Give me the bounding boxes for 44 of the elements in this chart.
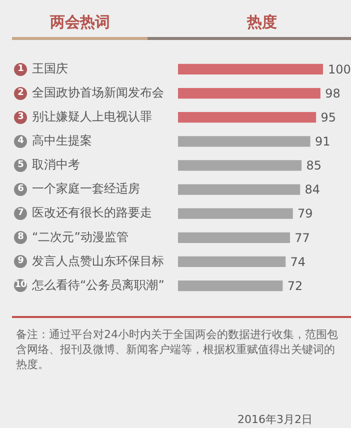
bar: [178, 112, 316, 123]
y-tick-label: 高中生提案: [32, 134, 92, 148]
bar: [178, 88, 320, 99]
data-label: 74: [290, 254, 306, 269]
y-tick-label: 取消中考: [32, 158, 80, 172]
y-tick-label: 别让嫌疑人上电视认罪: [32, 109, 152, 124]
y-tick-label: 怎么看待“公务员离职潮”: [31, 278, 164, 292]
circle-badge: 4: [14, 134, 27, 148]
circle-badge: 9: [14, 255, 27, 268]
circle-badge: 3: [14, 110, 27, 124]
text: 备注：通过平台对24小时内关于全国两会的数据进行收集，范围包含网络、报刊及微博、新闻客户端等，根据权重赋值得出关键词的热度。: [16, 327, 338, 372]
data-label: 100: [328, 62, 351, 76]
data-label: 79: [298, 206, 313, 221]
y-tick-label: 发言人点赞山东环保目标: [32, 254, 164, 268]
bar: [178, 136, 310, 147]
circle-badge: 2: [14, 86, 27, 100]
data-label: 98: [325, 86, 340, 100]
bar: [178, 64, 323, 75]
circle-badge: 6: [14, 183, 27, 196]
bar: [178, 208, 293, 219]
data-label: 91: [314, 134, 330, 149]
data-label: 72: [287, 278, 303, 293]
y-tick-label: 王国庆: [32, 61, 68, 76]
bar: [178, 160, 302, 171]
data-label: 84: [304, 182, 320, 197]
data-label: 77: [294, 230, 310, 245]
circle-badge: 10: [14, 279, 27, 292]
y-tick-label: 全国政协首场新闻发布会: [32, 85, 164, 100]
data-label: 95: [320, 110, 336, 124]
y-tick-label: “二次元”动漫监管: [32, 230, 128, 244]
circle-badge: 8: [14, 231, 27, 244]
text: 2016年3月2日: [236, 413, 314, 426]
bar: [178, 232, 290, 243]
circle-badge: 7: [14, 207, 27, 220]
x-axis-title: 热度: [246, 12, 278, 32]
y-tick-label: 医改还有很长的路要走: [32, 206, 152, 220]
y-axis-title: 两会热词: [49, 12, 111, 32]
circle-badge: 5: [14, 158, 27, 172]
bar: [178, 256, 286, 268]
bar: [178, 184, 300, 195]
y-tick-label: 一个家庭一套经适房: [32, 182, 140, 196]
data-label: 85: [306, 158, 322, 173]
circle-badge: 1: [14, 62, 27, 76]
bar: [178, 280, 283, 292]
